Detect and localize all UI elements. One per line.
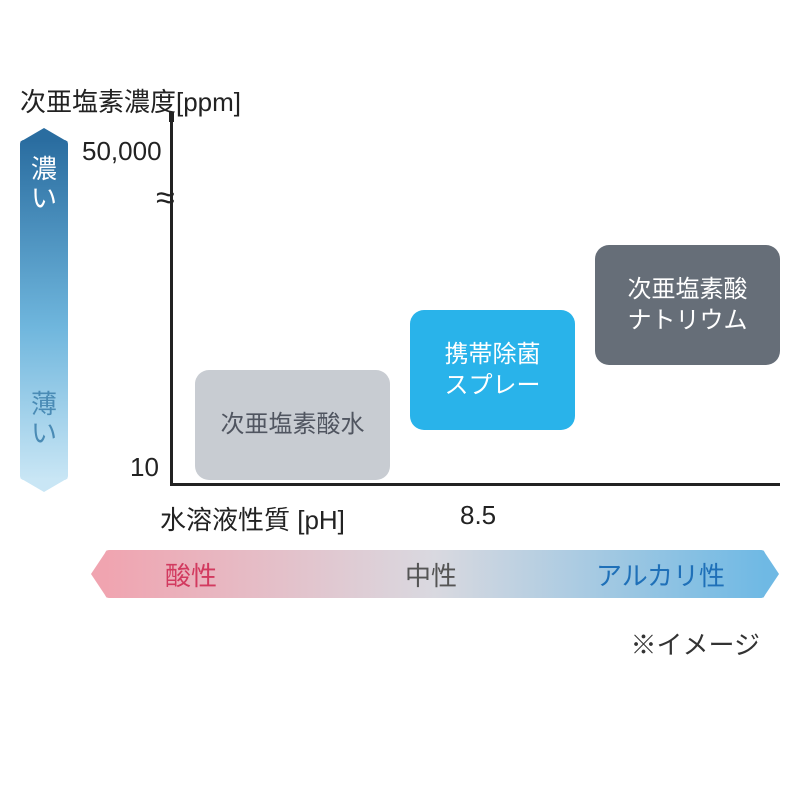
box-portable-spray: 携帯除菌スプレー <box>410 310 575 430</box>
x-bar-arrow-left-icon <box>91 550 107 598</box>
x-bar-label-alkaline: アルカリ性 <box>596 556 725 593</box>
box-label: 携帯除菌スプレー <box>445 339 541 401</box>
y-tick-low: 10 <box>130 452 159 483</box>
x-axis-value: 8.5 <box>460 500 496 531</box>
y-bar-label-bottom: 薄い <box>20 390 68 447</box>
y-axis-line <box>170 120 173 485</box>
x-axis-title: 水溶液性質 [pH] <box>160 500 345 537</box>
y-bar-label-top: 濃い <box>20 155 68 212</box>
box-label: 次亜塩素酸水 <box>221 409 365 440</box>
x-bar-label-neutral: 中性 <box>405 556 457 593</box>
x-bar-label-acidic: 酸性 <box>165 556 217 593</box>
x-axis-line <box>170 483 780 486</box>
box-sodium-hypochlorite: 次亜塩素酸ナトリウム <box>595 245 780 365</box>
image-note: ※イメージ <box>631 625 760 662</box>
y-axis-title: 次亜塩素濃度[ppm] <box>20 82 241 119</box>
y-axis-top-tick <box>169 112 174 122</box>
ph-concentration-chart: 次亜塩素濃度[ppm] 濃い 薄い 50,000 10 ≈ 次亜塩素酸水 携帯除… <box>30 100 770 700</box>
x-bar-arrow-right-icon <box>763 550 779 598</box>
y-bar-arrow-up-icon <box>20 128 68 142</box>
x-gradient-bar: 酸性 中性 アルカリ性 <box>105 550 765 598</box>
box-hypochlorous-water: 次亜塩素酸水 <box>195 370 390 480</box>
y-tick-high: 50,000 <box>82 136 162 167</box>
axis-break-icon: ≈ <box>156 190 169 207</box>
y-bar-arrow-down-icon <box>20 478 68 492</box>
box-label: 次亜塩素酸ナトリウム <box>628 274 748 336</box>
